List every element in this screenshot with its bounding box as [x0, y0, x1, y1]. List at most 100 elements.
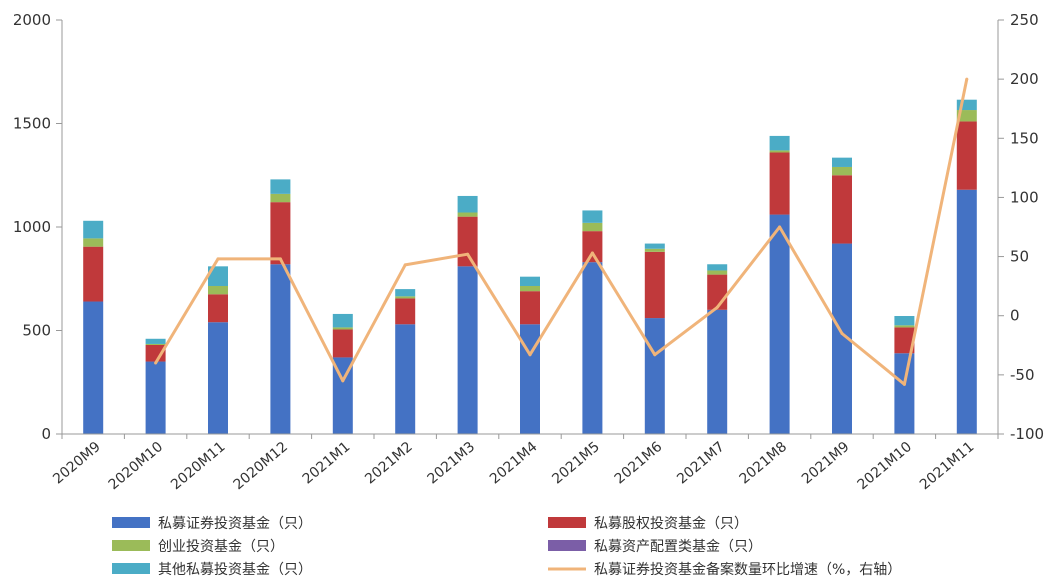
growth-point [528, 353, 532, 357]
bar-segment [832, 175, 852, 244]
bar-segment [956, 121, 977, 190]
bar-segment [145, 361, 166, 434]
bar-segment [582, 231, 603, 263]
bar-segment [832, 243, 852, 434]
growth-point [715, 305, 719, 309]
growth-point [278, 257, 282, 261]
legend-swatch [112, 517, 150, 528]
x-tick-label: 2021M1 [300, 439, 354, 488]
legend-swatch [112, 540, 150, 551]
bar-segment [894, 316, 915, 326]
y-right-tick-label: 250 [1010, 11, 1039, 29]
x-tick-label: 2021M2 [362, 439, 416, 488]
bar-segment [644, 251, 665, 319]
bar-segment [332, 327, 353, 330]
growth-point [778, 225, 782, 229]
bar-segment [644, 318, 665, 434]
y-right-tick-label: 100 [1010, 188, 1039, 206]
bar-segment [83, 246, 104, 302]
legend-label: 私募股权投资基金（只） [594, 515, 748, 532]
bar-segment [832, 166, 852, 176]
bar-segment [83, 301, 104, 434]
legend-item: 私募证券投资基金（只） [112, 515, 312, 532]
x-tick-label: 2021M6 [612, 439, 666, 488]
bar-segment [582, 222, 603, 232]
legend-item: 创业投资基金（只） [112, 538, 284, 555]
bar-segment [644, 248, 665, 252]
x-tick-label: 2021M10 [854, 439, 914, 493]
bar-segment [145, 343, 166, 345]
growth-point [216, 257, 220, 261]
y-left-tick-label: 1500 [13, 115, 51, 133]
y-left-tick-label: 500 [22, 322, 51, 340]
bar-segment [145, 338, 166, 344]
legend-item: 私募股权投资基金（只） [548, 515, 748, 532]
bar-segment [395, 289, 416, 297]
bar-segment [769, 135, 790, 151]
bar-segment [332, 329, 353, 358]
bar-segment [707, 274, 728, 310]
bar-segment [83, 238, 104, 247]
x-tick-label: 2021M4 [487, 439, 541, 488]
bar-segment [956, 99, 977, 111]
x-tick-label: 2020M9 [50, 439, 104, 488]
growth-line [154, 78, 969, 386]
bar-segment [270, 264, 291, 434]
growth-point [840, 331, 844, 335]
growth-point [965, 77, 969, 81]
bar-segment [395, 298, 416, 325]
x-tick-label: 2021M9 [799, 439, 853, 488]
bar-segment [332, 357, 353, 434]
bar-segment [270, 202, 291, 265]
bar-segment [707, 270, 728, 275]
legend: 私募证券投资基金（只） 私募股权投资基金（只） 创业投资基金（只） 私募资产配置类基金… [112, 515, 901, 578]
x-tick-label: 2021M8 [737, 439, 791, 488]
growth-point [341, 379, 345, 383]
bar-segment [270, 179, 291, 194]
bar-segment [270, 193, 291, 203]
x-axis: 2020M9 2020M10 2020M11 2020M12 2021M1 2021M2 2… [50, 433, 999, 493]
growth-point [403, 263, 407, 267]
bar-segment [582, 262, 603, 434]
legend-item: 其他私募投资基金（只） [112, 561, 312, 578]
x-tick-label: 2021M3 [425, 439, 479, 488]
x-tick-label: 2020M10 [106, 439, 166, 493]
bar-segment [956, 189, 977, 434]
legend-label: 其他私募投资基金（只） [158, 561, 312, 578]
legend-swatch [548, 517, 586, 528]
legend-label: 私募证券投资基金备案数量环比增速（%，右轴） [594, 561, 901, 578]
bar-segment [208, 294, 228, 323]
legend-swatch [112, 563, 150, 574]
bar-segment [208, 266, 228, 286]
bar-segment [208, 285, 228, 295]
legend-label: 创业投资基金（只） [158, 538, 284, 555]
y-axis-left: 0 500 1000 1500 2000 [13, 11, 63, 443]
x-tick-label: 2021M5 [549, 439, 603, 488]
bar-segment [769, 214, 790, 434]
legend-label: 私募证券投资基金（只） [158, 515, 312, 532]
bar-segment [395, 296, 416, 299]
legend-item: 私募资产配置类基金（只） [548, 538, 762, 555]
bar-segment [894, 327, 915, 354]
growth-point [154, 361, 158, 365]
bar-segment [520, 324, 540, 434]
bar-segment [894, 353, 915, 434]
y-left-tick-label: 2000 [13, 11, 51, 29]
growth-point [902, 382, 906, 386]
bar-segment [956, 110, 977, 122]
growth-point [590, 251, 594, 255]
y-right-tick-label: 200 [1010, 70, 1039, 88]
bar-segment [457, 212, 478, 217]
x-tick-label: 2021M11 [917, 439, 977, 493]
legend-swatch [548, 540, 586, 551]
growth-point [653, 353, 657, 357]
bar-segment [457, 266, 478, 434]
bar-segment [894, 325, 915, 328]
y-left-tick-label: 0 [41, 425, 51, 443]
y-right-tick-label: 150 [1010, 129, 1039, 147]
bar-segment [332, 313, 353, 328]
bar-layer [83, 99, 977, 434]
legend-label: 私募资产配置类基金（只） [594, 538, 762, 555]
bar-segment [395, 324, 416, 434]
